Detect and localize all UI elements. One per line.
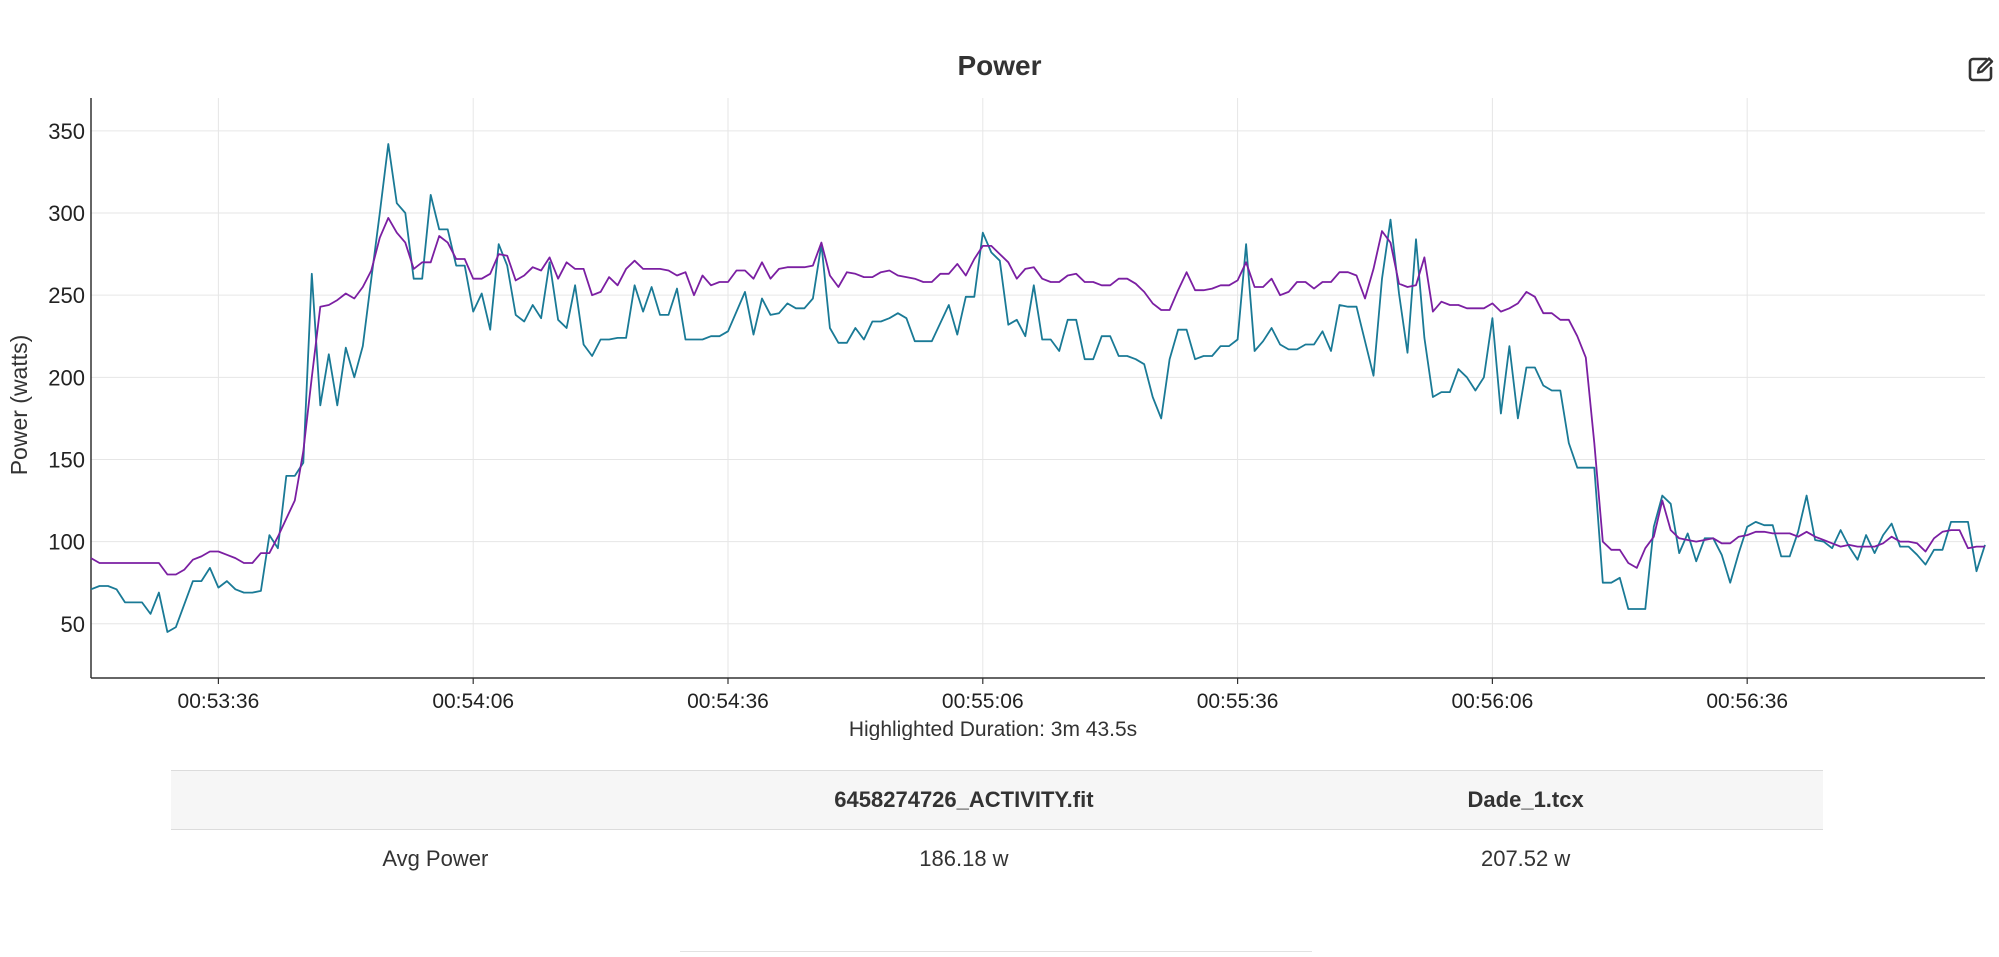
x-tick-label: 00:56:36 (1706, 690, 1788, 713)
x-tick-label: 00:54:36 (687, 690, 769, 713)
chart-series (90, 143, 1986, 633)
chart-title: Power (957, 50, 1042, 81)
x-tick-label: 00:56:06 (1452, 690, 1534, 713)
x-tick-label: 00:53:36 (178, 690, 260, 713)
series-line-dade-tcx (90, 216, 1985, 576)
y-tick-labels: 50 100 150 200 250 300 350 (48, 119, 85, 637)
chart-grid (91, 98, 1985, 678)
stats-header-empty (171, 770, 700, 830)
y-tick-label: 350 (48, 119, 85, 144)
stats-header-row: 6458274726_ACTIVITY.fit Dade_1.tcx (171, 770, 1823, 830)
stats-table: 6458274726_ACTIVITY.fit Dade_1.tcx Avg P… (171, 770, 1823, 888)
stats-value-dade-tcx: 207.52 w (1480, 846, 1571, 871)
x-tick-labels: 00:53:36 00:54:06 00:54:36 00:55:06 00:55:36… (178, 678, 1788, 713)
table-row: Avg Power 186.18 w 207.52 w (171, 830, 1823, 889)
stats-header-activity-fit: 6458274726_ACTIVITY.fit (699, 770, 1229, 830)
y-tick-label: 100 (48, 530, 85, 555)
y-tick-label: 50 (61, 612, 85, 637)
chart-axes (90, 98, 1985, 679)
x-axis-label: Highlighted Duration: 3m 43.5s (849, 718, 1137, 740)
edit-icon[interactable] (1968, 56, 1994, 82)
series-line-activity-fit (90, 143, 1986, 633)
x-tick-label: 00:55:36 (1197, 690, 1279, 713)
divider (680, 951, 1312, 952)
y-tick-label: 300 (48, 201, 85, 226)
stats-value-activity-fit: 186.18 w (919, 846, 1009, 871)
x-tick-label: 00:55:06 (942, 690, 1024, 713)
y-tick-label: 250 (48, 283, 85, 308)
x-tick-label: 00:54:06 (432, 690, 514, 713)
y-tick-label: 150 (48, 447, 85, 472)
stats-row-label: Avg Power (382, 846, 489, 871)
y-tick-label: 200 (48, 365, 85, 390)
stats-header-dade-tcx: Dade_1.tcx (1228, 770, 1823, 830)
y-axis-label: Power (watts) (6, 335, 32, 476)
